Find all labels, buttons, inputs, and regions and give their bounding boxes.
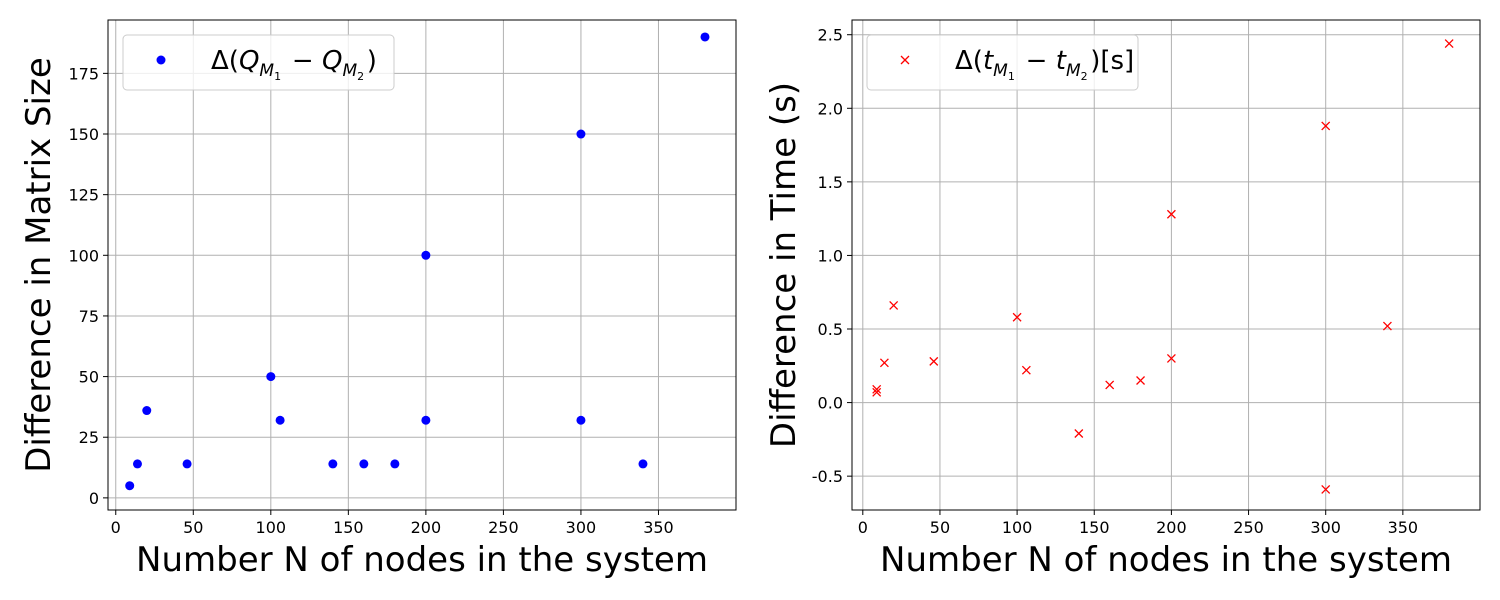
matrix-size-legend: Δ(QM1 − QM2 ) [122,34,395,91]
matrix-size-x-tick-label: 300 [566,518,597,537]
matrix-size-x-tick-label: 0 [111,518,121,537]
time-difference-legend: Δ(tM1 − tM2 )[s] [866,34,1139,91]
matrix-size-x-tick-label: 200 [411,518,442,537]
time-difference-legend-box [866,34,1139,91]
time-difference-x-axis-label: Number N of nodes in the system [880,540,1452,580]
matrix-size-data-point [576,129,586,139]
matrix-size-gridlines [108,20,736,510]
time-difference-data-point [1021,365,1031,375]
matrix-size-x-tick-label: 150 [333,518,364,537]
time-difference-data-point [872,387,882,397]
matrix-size-y-tick-label: 25 [79,428,99,447]
matrix-size-data-point [132,459,142,469]
time-difference-data-point [1136,376,1145,385]
matrix-size-y-tick-label: 50 [79,368,99,387]
matrix-size-data-point [359,459,369,469]
time-difference-y-tick-label: 2.5 [818,26,843,45]
time-difference-legend-label: Δ(tM1 − tM2 )[s] [955,46,1134,83]
matrix-size-y-axis-label: Difference in Matrix Size [19,57,59,473]
matrix-size-y-tick-label: 175 [68,64,99,83]
time-difference-x-tick-label: 350 [1388,518,1419,537]
time-difference-data-point [872,384,882,394]
matrix-size-data-point [328,459,338,469]
matrix-size-y-tick-label: 0 [89,489,99,508]
matrix-size-data-point [421,415,431,425]
matrix-size-y-tick-label: 125 [68,186,99,205]
time-difference-x-tick-label: 100 [1002,518,1033,537]
time-difference-x-tick-label: 50 [930,518,950,537]
time-difference-x-tick-label: 150 [1079,518,1110,537]
time-difference-x-tick-label: 200 [1156,518,1187,537]
matrix-size-data-point [390,459,400,469]
matrix-size-y-tick-label: 150 [68,125,99,144]
time-difference-y-tick-label: 2.0 [818,99,843,118]
time-difference-plot-frame [851,19,1481,511]
time-difference-y-tick-label: 0.5 [818,320,843,339]
matrix-size-y-tick-label: 100 [68,246,99,265]
time-difference-y-tick-label: -0.5 [812,467,843,486]
time-difference-data-point [879,358,889,368]
time-difference-points [872,39,1454,494]
time-difference-data-point [889,301,899,310]
time-difference-y-tick-label: 1.0 [818,246,843,265]
time-difference-x-tick-label: 250 [1233,518,1264,537]
matrix-size-points [125,32,710,491]
time-difference-x-tick-label: 300 [1310,518,1341,537]
matrix-size-x-tick-label: 100 [256,518,287,537]
time-difference-data-point [1382,321,1392,331]
time-difference-data-point [1105,380,1115,390]
time-difference-panel: 0 50 100 150 200 250 300 350 -0.5 0.0 0.5 1.0 1.5 2.0… [764,19,1481,580]
time-difference-data-point [1012,312,1022,322]
matrix-size-data-point [125,481,135,491]
time-difference-y-axis-label: Difference in Time (s) [764,82,804,448]
matrix-size-x-axis-label: Number N of nodes in the system [136,540,708,580]
matrix-size-data-point [421,250,431,260]
time-difference-data-point [1166,209,1176,219]
time-difference-x-tick-label: 0 [858,518,868,537]
matrix-size-legend-label: Δ(QM1 − QM2 ) [211,46,377,83]
time-difference-ticks: 0 50 100 150 200 250 300 350 -0.5 0.0 0.5 1.0 1.5 2.0… [812,26,1418,537]
time-difference-legend-marker [900,55,910,65]
matrix-size-data-point [142,406,152,416]
matrix-size-x-tick-label: 50 [183,518,203,537]
matrix-size-legend-box [122,34,395,91]
matrix-size-y-tick-label: 75 [79,307,99,326]
time-difference-y-tick-label: 0.0 [818,394,843,413]
time-difference-data-point [1444,39,1454,49]
matrix-size-legend-marker [156,55,166,65]
matrix-size-plot-frame [107,19,737,511]
time-difference-data-point [1166,353,1176,363]
matrix-size-data-point [182,459,192,469]
time-difference-data-point [1321,484,1331,494]
matrix-size-data-point [266,372,276,382]
matrix-size-data-point [638,459,648,469]
matrix-size-x-tick-label: 350 [643,518,674,537]
matrix-size-x-tick-label: 250 [488,518,519,537]
matrix-size-panel: 0 50 100 150 200 250 300 350 0 25 50 75 100 125 150 175… [19,19,737,580]
matrix-size-data-point [275,415,285,425]
time-difference-data-point [1074,429,1084,438]
time-difference-gridlines [852,20,1480,510]
time-difference-y-tick-label: 1.5 [818,173,843,192]
time-difference-data-point [1321,121,1331,131]
time-difference-data-point [929,356,939,366]
matrix-size-ticks: 0 50 100 150 200 250 300 350 0 25 50 75 100 125 150 175 [68,64,673,537]
matrix-size-data-point [576,415,586,425]
matrix-size-data-point [700,32,710,42]
